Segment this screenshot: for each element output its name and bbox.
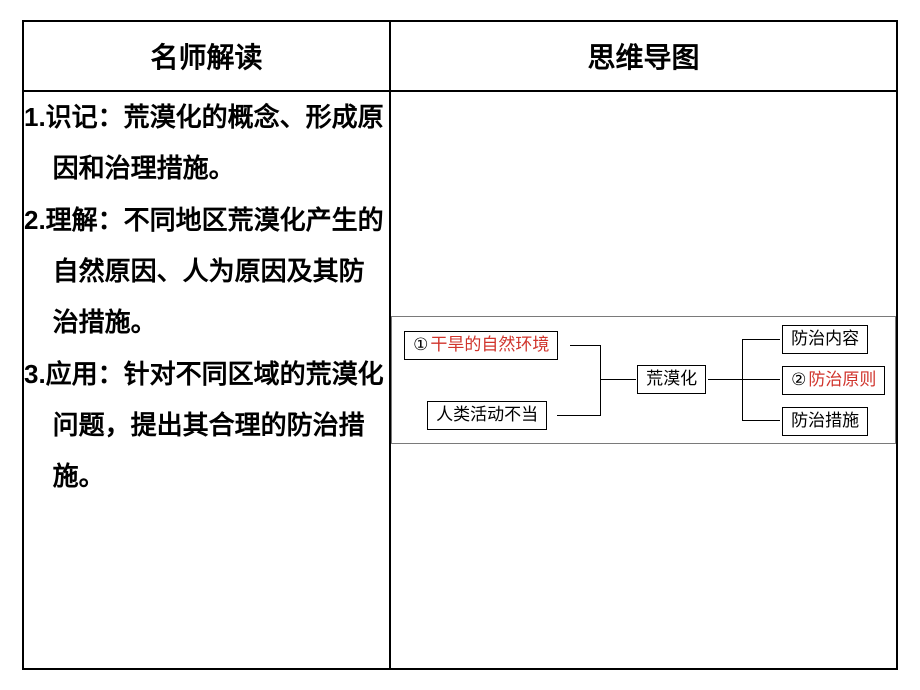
node-human-activity: 人类活动不当 xyxy=(427,401,547,430)
connector-line xyxy=(708,379,742,380)
main-table: 名师解读 思维导图 1.识记：荒漠化的概念、形成原因和治理措施。 2.理解：不同… xyxy=(22,20,898,670)
header-left: 名师解读 xyxy=(23,21,390,91)
right-cell: ① 干旱的自然环境 人类活动不当 荒漠化 防治内容 ② 防治原则 xyxy=(390,91,897,669)
node-text: 干旱的自然环境 xyxy=(430,336,549,355)
connector-line xyxy=(570,345,600,346)
list-item: 2.理解：不同地区荒漠化产生的自然原因、人为原因及其防治措施。 xyxy=(24,195,389,347)
node-number: ① xyxy=(413,336,428,355)
node-dry-environment: ① 干旱的自然环境 xyxy=(404,331,558,360)
connector-line xyxy=(557,415,600,416)
connector-line xyxy=(742,379,780,380)
node-prevention-measure: 防治措施 xyxy=(782,407,868,436)
node-prevention-principle: ② 防治原则 xyxy=(782,366,885,395)
connector-line xyxy=(742,420,780,421)
list-item: 3.应用：针对不同区域的荒漠化问题，提出其合理的防治措施。 xyxy=(24,349,389,501)
connector-line xyxy=(742,339,743,421)
node-prevention-content: 防治内容 xyxy=(782,325,868,354)
left-cell: 1.识记：荒漠化的概念、形成原因和治理措施。 2.理解：不同地区荒漠化产生的自然… xyxy=(23,91,390,669)
connector-line xyxy=(742,339,780,340)
node-number: ② xyxy=(791,371,806,390)
node-desertification: 荒漠化 xyxy=(637,365,706,394)
mind-map-diagram: ① 干旱的自然环境 人类活动不当 荒漠化 防治内容 ② 防治原则 xyxy=(391,316,896,444)
list-item: 1.识记：荒漠化的概念、形成原因和治理措施。 xyxy=(24,92,389,193)
connector-line xyxy=(600,379,636,380)
node-text: 防治原则 xyxy=(808,371,876,390)
header-right: 思维导图 xyxy=(390,21,897,91)
connector-line xyxy=(600,345,601,416)
